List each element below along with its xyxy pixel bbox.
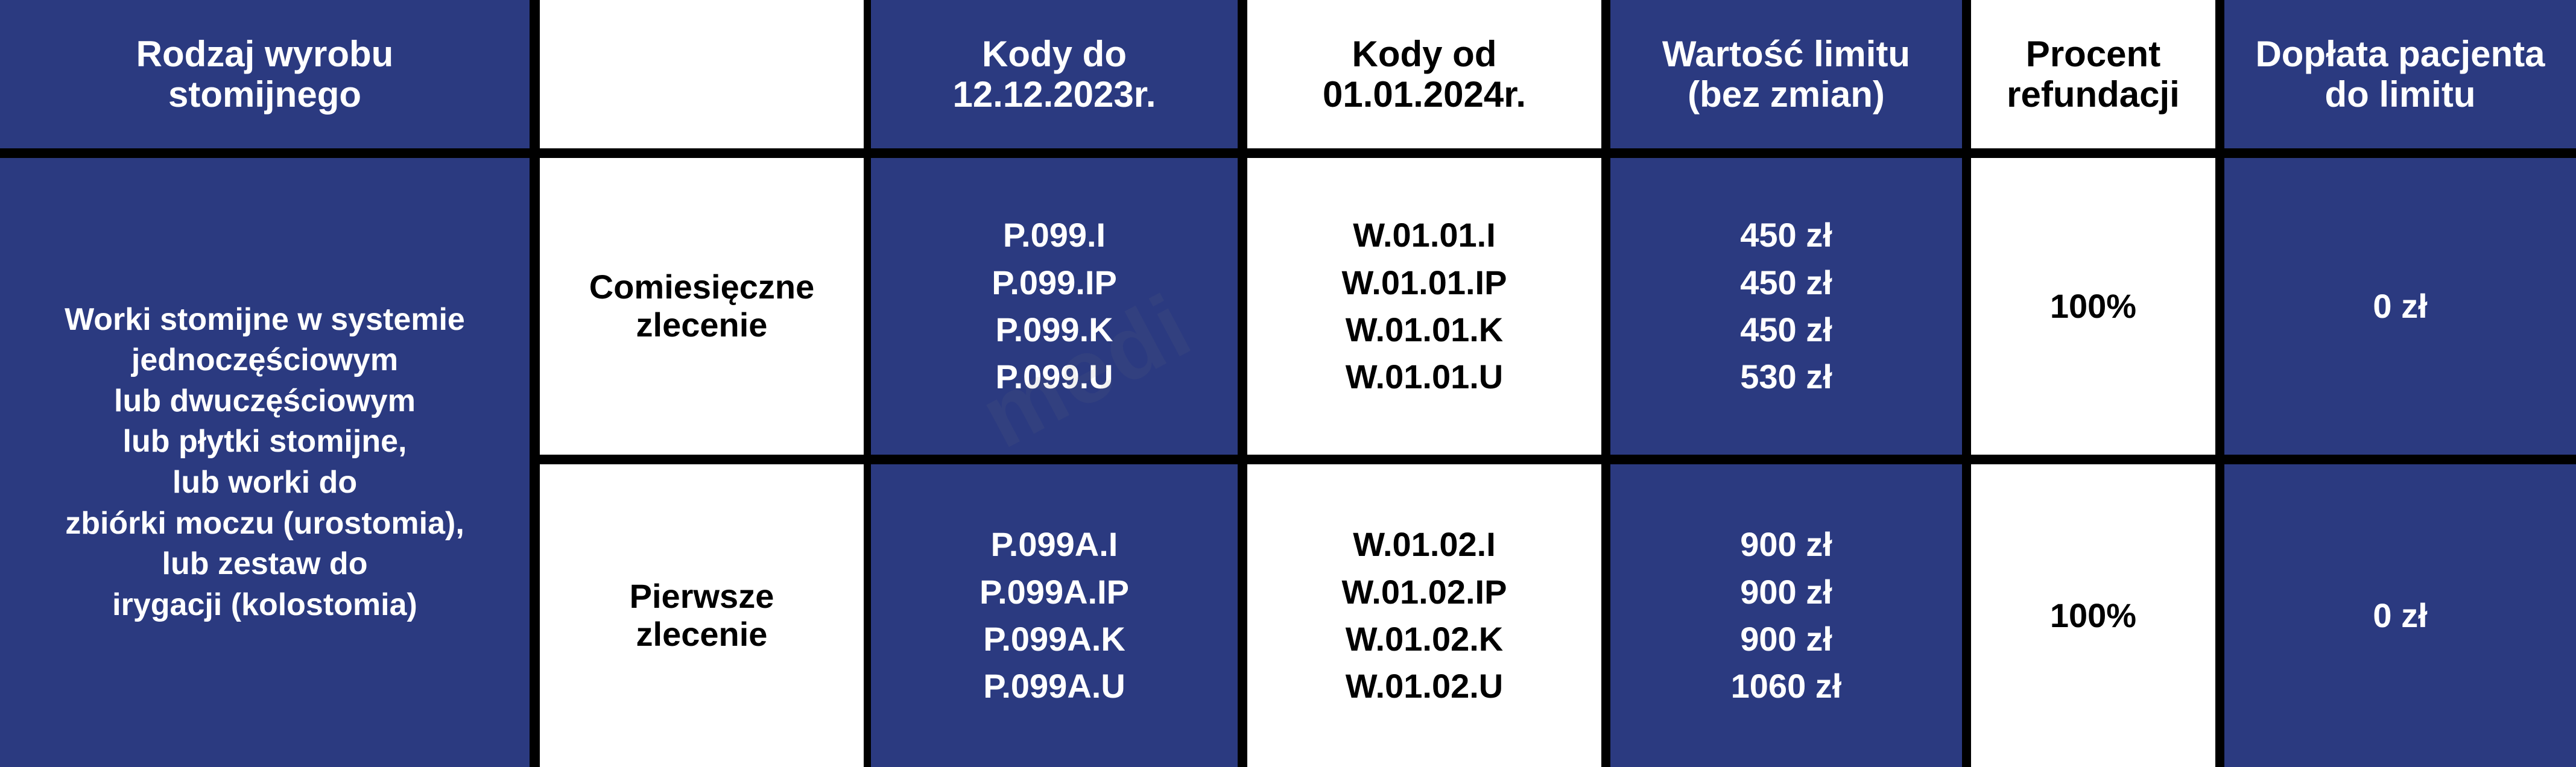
row-1-code-from-3: W.01.01.K xyxy=(1345,311,1504,349)
product-description-line-8: irygacji (kolostomia) xyxy=(112,587,417,622)
row-1-codes-from: W.01.01.I W.01.01.IP W.01.01.K W.01.01.U xyxy=(1247,158,1601,455)
row-1-code-from-2: W.01.01.IP xyxy=(1341,263,1507,301)
header-limit-value-line-2: (bez zmian) xyxy=(1688,74,1885,115)
row-2-code-from-4: W.01.02.U xyxy=(1345,667,1504,705)
product-description-line-5: lub worki do xyxy=(172,465,358,500)
row-2-patient-copay: 0 zł xyxy=(2224,464,2576,767)
row-1-order-type-line-2: zlecenie xyxy=(636,306,768,344)
row-2-limit-value-4: 1060 zł xyxy=(1730,667,1842,705)
row-2-code-from-3: W.01.02.K xyxy=(1345,620,1504,658)
row-2-codes-from: W.01.02.I W.01.02.IP W.01.02.K W.01.02.U xyxy=(1247,464,1601,767)
product-description-line-1: Worki stomijne w systemie xyxy=(65,301,465,337)
header-patient-copay-line-2: do limitu xyxy=(2324,74,2476,115)
row-1-limit-values: 450 zł 450 zł 450 zł 530 zł xyxy=(1610,158,1962,455)
header-limit-value: Wartość limitu (bez zmian) xyxy=(1610,0,1962,148)
row-1-refund-percent: 100% xyxy=(1971,158,2215,455)
header-codes-until-line-2: 12.12.2023r. xyxy=(952,74,1156,115)
header-limit-value-line-1: Wartość limitu xyxy=(1662,33,1911,74)
cell-product-description: Worki stomijne w systemie jednoczęściowy… xyxy=(0,158,530,767)
row-2-code-until-3: P.099A.K xyxy=(983,620,1125,658)
row-2-code-from-1: W.01.02.I xyxy=(1353,525,1496,564)
row-1-limit-value-1: 450 zł xyxy=(1740,216,1832,254)
row-1-limit-value-2: 450 zł xyxy=(1740,263,1832,301)
header-codes-from-line-1: Kody od xyxy=(1352,33,1497,74)
row-1-limit-value-4: 530 zł xyxy=(1740,358,1832,396)
row-1-patient-copay: 0 zł xyxy=(2224,158,2576,455)
row-2-code-until-2: P.099A.IP xyxy=(979,572,1130,611)
row-2-order-type-line-1: Pierwsze xyxy=(629,577,774,616)
product-description-line-4: lub płytki stomijne, xyxy=(122,424,407,459)
header-patient-copay: Dopłata pacjenta do limitu xyxy=(2224,0,2576,148)
row-1-codes-until: P.099.I P.099.IP P.099.K P.099.U xyxy=(871,158,1238,455)
row-1-code-until-4: P.099.U xyxy=(995,358,1113,396)
header-refund-percent-line-2: refundacji xyxy=(2007,74,2180,115)
row-2-limit-values: 900 zł 900 zł 900 zł 1060 zł xyxy=(1610,464,1962,767)
header-refund-percent-line-1: Procent xyxy=(2025,33,2161,74)
row-2-code-until-1: P.099A.I xyxy=(990,525,1118,564)
row-2-order-type: Pierwsze zlecenie xyxy=(540,464,864,767)
row-2-limit-value-1: 900 zł xyxy=(1740,525,1832,564)
header-product-type: Rodzaj wyrobu stomijnego xyxy=(0,0,530,148)
row-1-code-from-4: W.01.01.U xyxy=(1345,358,1504,396)
row-1-order-type-line-1: Comiesięczne xyxy=(589,268,815,306)
header-product-type-line-1: Rodzaj wyrobu xyxy=(136,33,394,74)
row-2-codes-until: P.099A.I P.099A.IP P.099A.K P.099A.U xyxy=(871,464,1238,767)
header-codes-from: Kody od 01.01.2024r. xyxy=(1247,0,1601,148)
header-codes-from-line-2: 01.01.2024r. xyxy=(1322,74,1526,115)
row-1-order-type: Comiesięczne zlecenie xyxy=(540,158,864,455)
product-description-line-3: lub dwuczęściowym xyxy=(114,383,416,418)
row-2-order-type-line-2: zlecenie xyxy=(636,615,768,653)
row-2-code-from-2: W.01.02.IP xyxy=(1341,572,1507,611)
row-2-code-until-4: P.099A.U xyxy=(983,667,1125,705)
header-order-type xyxy=(540,0,864,148)
product-description-line-6: zbiórki moczu (urostomia), xyxy=(65,505,464,541)
header-product-type-line-2: stomijnego xyxy=(168,74,361,115)
row-2-refund-percent: 100% xyxy=(1971,464,2215,767)
header-codes-until: Kody do 12.12.2023r. xyxy=(871,0,1238,148)
product-description-line-7: lub zestaw do xyxy=(162,546,368,582)
row-1-code-from-1: W.01.01.I xyxy=(1353,216,1496,254)
product-description-line-2: jednoczęściowym xyxy=(131,342,399,378)
row-1-code-until-1: P.099.I xyxy=(1002,216,1106,254)
header-refund-percent: Procent refundacji xyxy=(1971,0,2215,148)
row-1-code-until-3: P.099.K xyxy=(995,311,1113,349)
row-1-limit-value-3: 450 zł xyxy=(1740,311,1832,349)
header-codes-until-line-1: Kody do xyxy=(982,33,1127,74)
row-2-limit-value-2: 900 zł xyxy=(1740,572,1832,611)
header-patient-copay-line-1: Dopłata pacjenta xyxy=(2255,33,2545,74)
row-1-code-until-2: P.099.IP xyxy=(992,263,1117,301)
row-2-limit-value-3: 900 zł xyxy=(1740,620,1832,658)
